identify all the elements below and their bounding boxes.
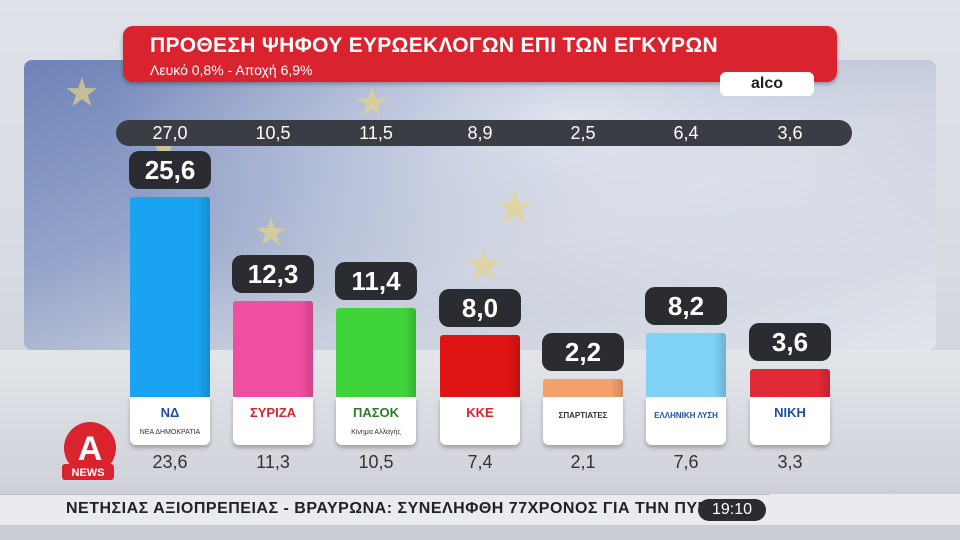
party-logo-mark: ΝΙΚΗ bbox=[774, 405, 806, 420]
bar bbox=[336, 307, 416, 397]
alpha-logo-icon: A NEWS bbox=[62, 422, 116, 480]
bar bbox=[543, 379, 623, 397]
party-logo-mark: ΕΛΛΗΝΙΚΗ ΛΥΣΗ bbox=[654, 411, 718, 420]
star-icon: ★ bbox=[464, 241, 504, 290]
channel-logo: A NEWS bbox=[50, 420, 130, 484]
source-label: alco bbox=[720, 72, 814, 96]
party-logo: ΝΙΚΗ bbox=[750, 397, 830, 445]
star-icon: ★ bbox=[254, 212, 289, 254]
ticker-right-panel bbox=[770, 494, 960, 524]
reference-top-label: 6,4 bbox=[673, 123, 699, 143]
bar bbox=[646, 332, 726, 397]
party-logo-subtitle: Κίνημα Αλλαγής bbox=[351, 429, 401, 436]
party-logo-mark: ΝΔ bbox=[160, 405, 180, 420]
party-logo: ΠΑΣΟΚ Κίνημα Αλλαγής bbox=[336, 397, 416, 445]
reference-bottom-label: 3,3 bbox=[777, 452, 803, 472]
reference-bottom-label: 11,3 bbox=[256, 452, 290, 472]
party-logo-subtitle: ΝΕΑ ΔΗΜΟΚΡΑΤΙΑ bbox=[139, 429, 201, 436]
reference-bottom-label: 7,4 bbox=[467, 452, 493, 472]
star-icon: ★ bbox=[64, 71, 100, 115]
bar bbox=[130, 197, 210, 397]
bar-value-label: 2,2 bbox=[542, 333, 624, 371]
party-logo-mark: ΣΠΑΡΤΙΑΤΕΣ bbox=[558, 411, 608, 420]
bar-value-label: 11,4 bbox=[335, 261, 417, 300]
bar bbox=[750, 368, 830, 397]
bar-value-label: 25,6 bbox=[129, 151, 211, 189]
ticker-text: ΝΕΤΗΣΙΑΣ ΑΞΙΟΠΡΕΠΕΙΑΣ - ΒΡΑΥΡΩΝΑ: ΣΥΝΕΛΗ… bbox=[66, 500, 733, 517]
reference-top-label: 11,5 bbox=[359, 123, 393, 143]
party-logo-mark: ΠΑΣΟΚ bbox=[352, 405, 400, 420]
clock: 19:10 bbox=[698, 499, 766, 521]
party-logo: ΚΚΕ bbox=[440, 397, 520, 445]
reference-top-label: 3,6 bbox=[777, 123, 803, 143]
star-icon: ★ bbox=[354, 81, 390, 125]
party-logo: ΕΛΛΗΝΙΚΗ ΛΥΣΗ bbox=[646, 397, 726, 445]
chart-subtitle: Λευκό 0,8% - Αποχή 6,9% bbox=[150, 62, 313, 78]
chart-title: ΠΡΟΘΕΣΗ ΨΗΦΟΥ ΕΥΡΩΕΚΛΟΓΩΝ ΕΠΙ ΤΩΝ ΕΓΚΥΡΩ… bbox=[150, 34, 718, 57]
party-logo-mark: ΣΥΡΙΖΑ bbox=[249, 405, 297, 420]
bar bbox=[440, 334, 520, 397]
reference-bottom-label: 7,6 bbox=[673, 452, 699, 472]
reference-top-label: 27,0 bbox=[152, 123, 188, 143]
logo-text: NEWS bbox=[72, 467, 105, 479]
reference-strip bbox=[116, 120, 852, 146]
reference-top-label: 10,5 bbox=[255, 123, 291, 143]
reference-top-label: 8,9 bbox=[467, 123, 493, 143]
party-logo: ΣΠΑΡΤΙΑΤΕΣ bbox=[543, 397, 623, 445]
bar-value-label: 8,0 bbox=[439, 288, 521, 327]
logo-letter: A bbox=[78, 430, 103, 468]
reference-top-label: 2,5 bbox=[570, 123, 596, 143]
title-banner bbox=[123, 26, 837, 82]
bar-value-label: 3,6 bbox=[749, 322, 831, 361]
star-icon: ★ bbox=[494, 181, 536, 233]
party-logo: ΣΥΡΙΖΑ bbox=[233, 397, 313, 445]
bar bbox=[233, 300, 313, 397]
party-logo-mark: ΚΚΕ bbox=[466, 405, 494, 420]
bar-value-label: 8,2 bbox=[645, 286, 727, 325]
reference-bottom-label: 23,6 bbox=[152, 452, 188, 472]
reference-bottom-label: 10,5 bbox=[358, 452, 394, 472]
bar-value-label: 12,3 bbox=[232, 254, 314, 293]
reference-bottom-label: 2,1 bbox=[570, 452, 596, 472]
party-logo: ΝΔ ΝΕΑ ΔΗΜΟΚΡΑΤΙΑ bbox=[130, 397, 210, 445]
